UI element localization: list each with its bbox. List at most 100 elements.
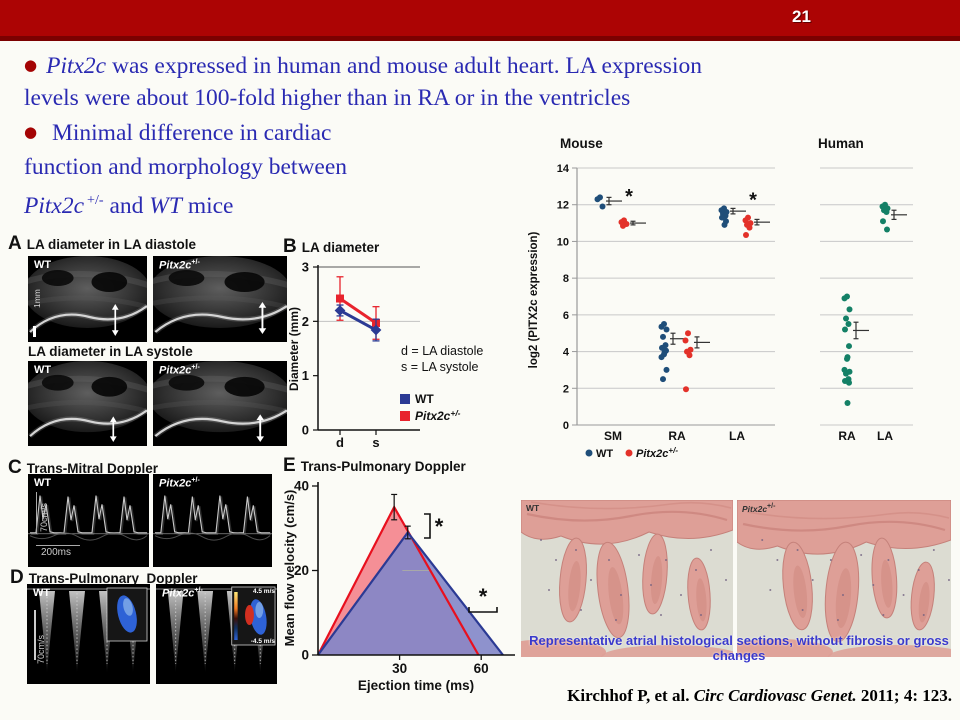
citation-tail: 2011; 4: 123. [856, 686, 952, 705]
svg-text:40: 40 [294, 479, 309, 494]
svg-text:*: * [479, 584, 488, 609]
svg-text:Diameter (mm): Diameter (mm) [288, 307, 301, 391]
svg-text:*: * [749, 190, 757, 212]
bullet2-sup: +/- [87, 192, 104, 208]
doppler-mitral-mut: Pitx2c+/- [153, 474, 272, 567]
bullet1-text: was expressed in human and mouse adult h… [106, 53, 702, 79]
svg-text:Mean flow velocity (cm/s): Mean flow velocity (cm/s) [283, 490, 297, 647]
svg-text:10: 10 [557, 236, 569, 248]
histology-caption: Representative atrial histological secti… [529, 633, 949, 663]
histology-label-wt: WT [526, 503, 540, 513]
ultrasound-wt-systole: WT [28, 361, 147, 446]
bullet1-gene: Pitx2c [46, 53, 107, 79]
histology-label-mut: Pitx2c+/- [742, 503, 776, 514]
svg-text:20: 20 [294, 563, 309, 578]
panel-d-title: D Trans-Pulmonary Doppler [10, 567, 198, 588]
scale-line [34, 610, 36, 660]
svg-text:2: 2 [302, 314, 309, 329]
scale-70cms: 70cm/s [39, 502, 49, 532]
panel-a-title: A LA diameter in LA diastole [8, 233, 197, 254]
inset-velocity-min: -4.5 m/s [250, 638, 275, 645]
image-label-mut: Pitx2c+/- [159, 364, 200, 377]
image-label-wt: WT [34, 259, 52, 271]
svg-text:WT: WT [415, 392, 434, 406]
image-label-mut: Pitx2c+/- [159, 477, 200, 490]
ultrasound-wt-diastole: WT 1mm [28, 256, 147, 342]
ultrasound-mut-systole: Pitx2c+/- [153, 361, 287, 446]
ultrasound-mut-diastole: Pitx2c+/- [153, 256, 287, 342]
bullet2-line3: Pitx2c +/- and WT mice [24, 192, 234, 219]
svg-text:1: 1 [302, 368, 309, 383]
svg-text:Human: Human [818, 136, 864, 151]
scale-70cms: 70cm/s [36, 634, 46, 664]
svg-text:4: 4 [563, 347, 570, 359]
citation-authors: Kirchhof P, et al. [567, 686, 694, 705]
svg-text:LA: LA [729, 429, 745, 443]
svg-text:SM: SM [604, 429, 622, 443]
bullet2-wt: WT [149, 192, 182, 219]
svg-text:0: 0 [301, 648, 309, 663]
panel-b-title: B LA diameter [283, 236, 380, 257]
bullet2-gene: Pitx2c [24, 192, 85, 219]
svg-text:RA: RA [838, 429, 856, 443]
svg-text:8: 8 [563, 273, 569, 285]
svg-text:*: * [435, 514, 444, 539]
bullet-icon: ● [24, 56, 38, 74]
svg-text:s = LA systole: s = LA systole [401, 360, 479, 374]
svg-text:Mouse: Mouse [560, 136, 603, 151]
doppler-pulmonary-mut: Pitx2c+/- 4.5 m/s -4.5 m/s [156, 584, 277, 684]
panel-c-title: C Trans-Mitral Doppler [8, 457, 159, 478]
la-diameter-chart: 0 1 2 3 d s Diameter (mm) d = LA diastole s = LA… [288, 260, 483, 449]
citation-journal: Circ Cardiovasc Genet. [693, 686, 857, 705]
doppler-mitral-wt: WT 70cm/s 200ms [28, 474, 149, 567]
svg-text:WT: WT [596, 448, 613, 460]
svg-text:d: d [336, 435, 344, 449]
bullet2-line2: function and morphology between [24, 153, 348, 180]
image-label-mut: Pitx2c+/- [159, 259, 200, 272]
header-bar: 21 [0, 0, 960, 41]
bullet-icon: ● [24, 123, 38, 141]
page-number: 21 [792, 7, 811, 26]
svg-text:log2 (PITX2c expression): log2 (PITX2c expression) [528, 231, 540, 368]
svg-text:0: 0 [563, 420, 569, 432]
svg-text:RA: RA [668, 429, 686, 443]
bullet-2: ● Minimal difference in cardiac function… [24, 116, 354, 223]
svg-text:60: 60 [474, 661, 489, 676]
svg-text:*: * [625, 186, 633, 208]
svg-text:6: 6 [563, 310, 569, 322]
citation: Kirchhof P, et al. Circ Cardiovasc Genet… [500, 686, 952, 706]
image-label-wt: WT [34, 364, 52, 376]
svg-text:12: 12 [557, 200, 569, 212]
bullet-1: ● Pitx2c was expressed in human and mouse… [24, 50, 929, 114]
svg-text:Pitx2c+/-: Pitx2c+/- [415, 408, 461, 423]
svg-text:Ejection time (ms): Ejection time (ms) [358, 678, 474, 693]
image-label-mut: Pitx2c+/- [162, 587, 203, 600]
svg-text:14: 14 [557, 163, 570, 175]
histology-wt: WT [521, 500, 733, 657]
inset-velocity-max: 4.5 m/s [252, 588, 275, 595]
pitx2c-expression-chart: 0 2 4 6 8 10 12 14 Mouse SM RA LA * * Human RA LA log2 (P… [528, 136, 913, 460]
svg-text:30: 30 [392, 661, 407, 676]
panel-e-title: E Trans-Pulmonary Doppler [283, 455, 466, 476]
scale-bar [33, 326, 36, 337]
scale-line [36, 545, 80, 546]
svg-text:d = LA diastole: d = LA diastole [401, 344, 483, 358]
svg-text:2: 2 [563, 383, 569, 395]
svg-text:s: s [372, 435, 379, 449]
svg-text:LA: LA [877, 429, 893, 443]
scale-200ms: 200ms [41, 547, 72, 558]
histology-mut: Pitx2c+/- [737, 500, 951, 657]
image-label-wt: WT [33, 587, 51, 599]
panel-a-subtitle: LA diameter in LA systole [28, 344, 193, 359]
scale-line [36, 492, 37, 534]
bullet1-line2: levels were about 100-fold higher than i… [24, 84, 631, 111]
svg-text:3: 3 [302, 260, 309, 275]
svg-text:0: 0 [302, 423, 309, 438]
bullet2-line1: Minimal difference in cardiac [46, 120, 332, 146]
scale-1mm: 1mm [32, 289, 42, 308]
doppler-pulmonary-wt: WT 70cm/s [27, 584, 150, 684]
svg-text:Pitx2c+/-: Pitx2c+/- [636, 446, 678, 460]
image-label-wt: WT [34, 477, 52, 489]
